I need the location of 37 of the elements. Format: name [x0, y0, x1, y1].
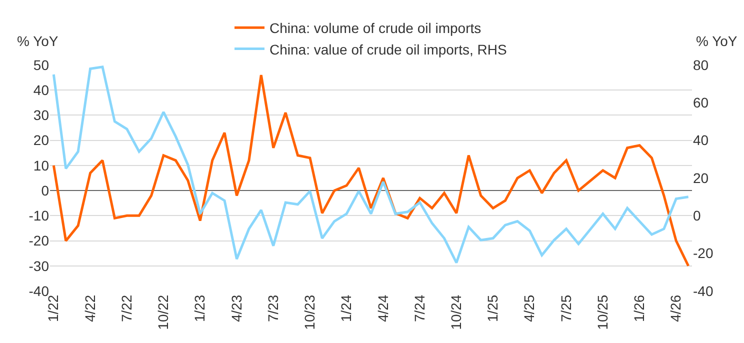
y2-tick-label: 40 — [693, 132, 709, 148]
x-tick-label: 7/25 — [558, 294, 574, 322]
x-tick-label: 1/24 — [338, 294, 354, 322]
y2-tick-label: -20 — [693, 245, 714, 262]
y-tick-label: -20 — [28, 232, 50, 249]
x-tick-label: 7/23 — [264, 294, 281, 322]
y2-tick-label: 20 — [693, 170, 709, 186]
y2-axis-title: % YoY — [696, 33, 738, 49]
x-tick-label: 4/26 — [668, 294, 684, 322]
x-tick-label: 4/22 — [82, 294, 98, 322]
y2-tick-label: 0 — [693, 208, 701, 224]
x-tick-label: 10/25 — [594, 294, 610, 330]
x-tick-label: 10/23 — [302, 294, 318, 330]
legend-label: China: volume of crude oil imports — [270, 20, 482, 36]
y-tick-label: 50 — [33, 56, 50, 73]
x-tick-label: 10/24 — [448, 294, 464, 330]
x-tick-label: 1/26 — [631, 294, 648, 322]
legend-label: China: value of crude oil imports, RHS — [270, 41, 507, 58]
y2-tick-label: 60 — [693, 94, 709, 111]
x-tick-label: 1/25 — [484, 294, 501, 322]
x-tick-label: 7/22 — [118, 294, 134, 322]
y-tick-label: 40 — [33, 82, 50, 98]
x-tick-label: 1/23 — [192, 294, 208, 322]
x-tick-label: 7/24 — [411, 294, 428, 322]
y-tick-label: 10 — [33, 157, 50, 174]
x-tick-label: 10/22 — [155, 294, 172, 330]
y-tick-label: 20 — [33, 132, 50, 148]
y2-tick-label: -40 — [693, 282, 714, 299]
y-axis-title: % YoY — [17, 33, 59, 49]
x-tick-label: 4/24 — [374, 294, 391, 322]
y2-tick-label: 80 — [693, 56, 709, 73]
y-tick-label: 30 — [33, 107, 50, 124]
y-tick-label: -30 — [28, 258, 50, 274]
x-tick-label: 4/23 — [228, 294, 244, 322]
y-tick-label: -10 — [28, 208, 50, 224]
x-tick-label: 4/25 — [521, 294, 538, 322]
y-tick-label: 0 — [41, 182, 50, 198]
